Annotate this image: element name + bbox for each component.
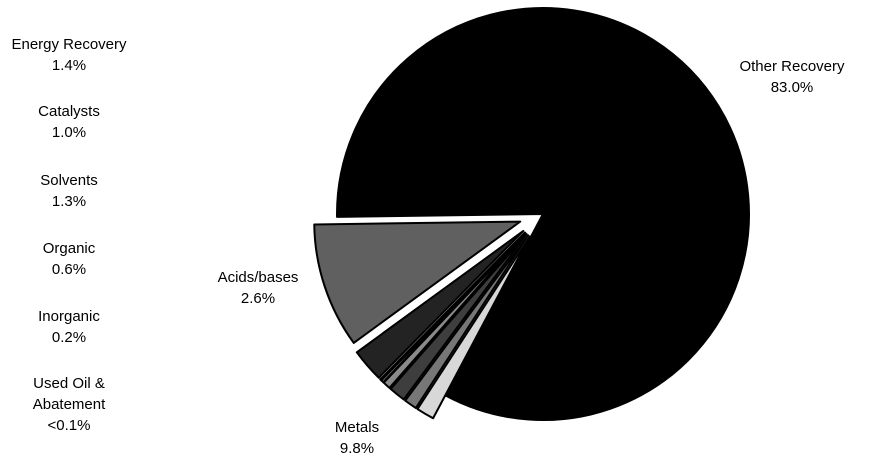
label-inorganic: Inorganic 0.2% — [0, 306, 138, 348]
label-other-recovery-value: 83.0% — [770, 79, 814, 96]
label-inorganic-name: Inorganic — [38, 308, 100, 325]
pie-slice-catalysts — [404, 234, 530, 410]
label-metals-value: 9.8% — [339, 440, 375, 457]
label-catalysts-name: Catalysts — [38, 103, 100, 120]
pie-slice-organic — [382, 232, 527, 389]
pie-slice-solvents — [389, 233, 528, 401]
label-used-oil-abatement-name: Used Oil & Abatement — [32, 375, 106, 413]
label-used-oil-abatement-value: <0.1% — [47, 417, 91, 434]
label-acids-bases-value: 2.6% — [240, 290, 276, 307]
pie-slice-acids-bases — [355, 229, 525, 379]
label-metals: Metals 9.8% — [312, 417, 402, 459]
label-metals-name: Metals — [334, 419, 380, 436]
label-other-recovery-name: Other Recovery — [739, 58, 845, 75]
label-solvents-name: Solvents — [40, 172, 98, 189]
label-acids-bases: Acids/bases 2.6% — [196, 267, 320, 309]
label-used-oil-abatement: Used Oil & Abatement <0.1% — [0, 373, 138, 436]
label-organic-value: 0.6% — [51, 261, 87, 278]
pie-slice-metals — [313, 220, 522, 344]
label-inorganic-value: 0.2% — [51, 329, 87, 346]
label-organic: Organic 0.6% — [0, 238, 138, 280]
label-solvents: Solvents 1.3% — [0, 170, 138, 212]
label-catalysts: Catalysts 1.0% — [0, 101, 138, 143]
label-catalysts-value: 1.0% — [51, 124, 87, 141]
label-energy-recovery-name: Energy Recovery — [11, 36, 127, 53]
label-organic-name: Organic — [42, 240, 96, 257]
pie-slice-energy-recovery — [416, 235, 531, 420]
label-energy-recovery: Energy Recovery 1.4% — [0, 34, 138, 76]
label-acids-bases-name: Acids/bases — [217, 269, 299, 286]
label-energy-recovery-value: 1.4% — [51, 57, 87, 74]
label-other-recovery: Other Recovery 83.0% — [724, 56, 860, 98]
pie-slice-other-recovery — [336, 7, 750, 421]
label-solvents-value: 1.3% — [51, 193, 87, 210]
